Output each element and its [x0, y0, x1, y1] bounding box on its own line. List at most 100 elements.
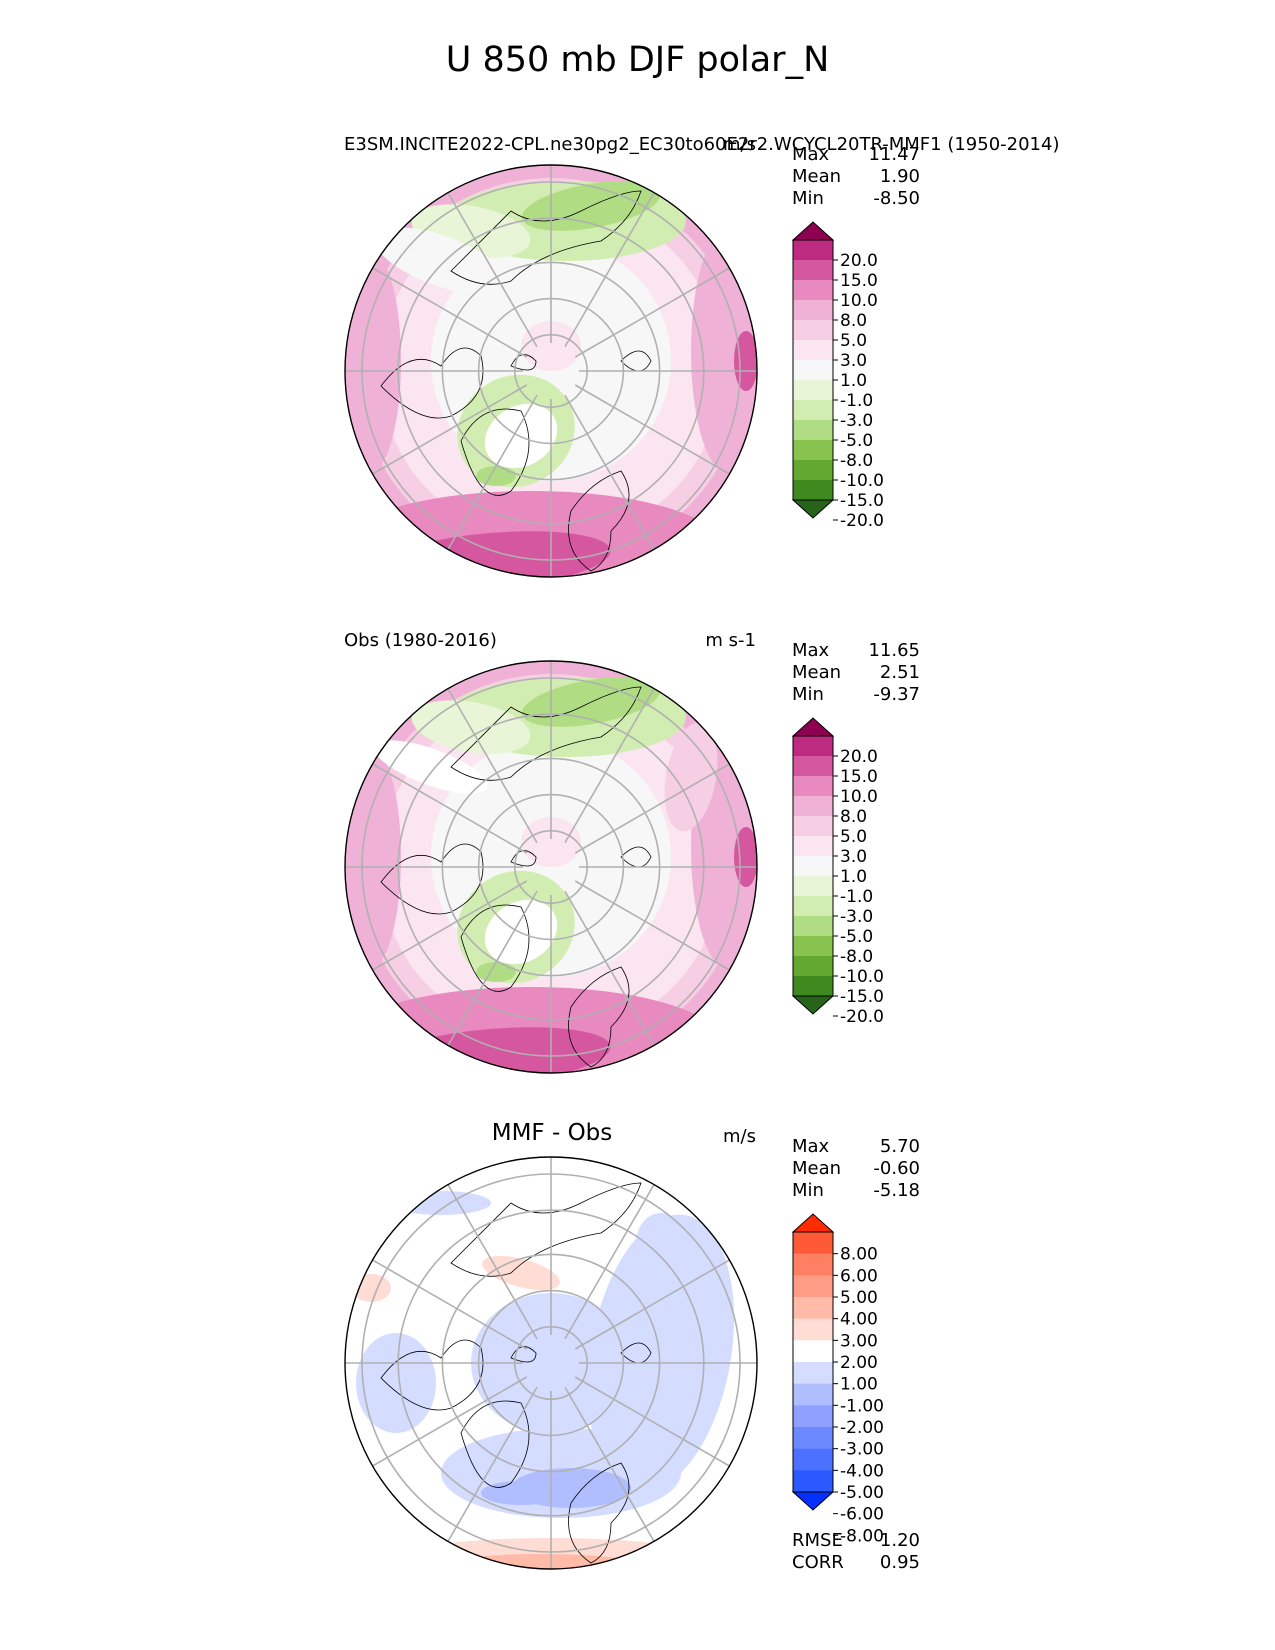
panel3-rmse-value: 1.20: [879, 1530, 920, 1551]
panel3-colorbar-label: -1.00: [840, 1396, 884, 1416]
panel3-coastline: [450, 1182, 642, 1277]
figure-title: U 850 mb DJF polar_N: [445, 40, 830, 80]
panel2-field-region: [345, 747, 401, 967]
panel1-meridian-gridline: [447, 192, 538, 348]
panel1-stat-max-label: Max: [792, 144, 830, 165]
panel2-coastline: [460, 904, 530, 992]
panel3-colorbar-seg: [793, 1427, 833, 1449]
panel1-colorbar-label: 20.0: [840, 251, 878, 271]
panel3-field-region: [356, 1333, 436, 1433]
panel2-colorbar-label: 10.0: [840, 787, 878, 807]
panel1-colorbar-label: -15.0: [840, 491, 884, 511]
panel3-colorbar-extend-min: [791, 1491, 835, 1511]
panel1-meridian-gridline: [564, 394, 655, 550]
panel1-colorbar-label: -1.0: [840, 391, 873, 411]
panel2-map: [344, 660, 758, 1074]
panel1-meridian-gridline: [447, 394, 538, 550]
panel1-coastline: [460, 408, 530, 496]
panel1-colorbar-seg: [793, 460, 833, 481]
panel3-colorbar-label: 3.00: [840, 1331, 878, 1351]
panel3-stat-mean-label: Mean: [792, 1158, 842, 1179]
panel2-meridian-gridline: [372, 763, 528, 854]
panel1-colorbar-seg: [793, 420, 833, 441]
panel1-colorbar-label: 5.0: [840, 331, 867, 351]
panel2-colorbar-label: 3.0: [840, 847, 867, 867]
panel1-meridian-gridline: [372, 384, 528, 475]
panel2-colorbar-frame: [792, 735, 834, 997]
panel1-coastline: [568, 470, 630, 572]
panel2-meridian-gridline: [574, 880, 730, 971]
panel3-colorbar-seg: [793, 1405, 833, 1428]
panel2-colorbar-seg: [793, 736, 833, 757]
panel3-colorbar-label: -3.00: [840, 1440, 884, 1460]
panel1-colorbar-frame: [792, 239, 834, 501]
panel1-field-region: [521, 321, 581, 371]
panel3-field-region: [636, 1213, 686, 1273]
panel3-meridian-gridline: [564, 1184, 655, 1340]
panel3-colorbar-label: -4.00: [840, 1461, 884, 1481]
panel2-colorbar-seg: [793, 876, 833, 897]
panel2-coastline: [380, 843, 484, 915]
panel2-colorbar-seg: [793, 756, 833, 777]
panel2-coastline: [620, 846, 652, 868]
panel2-units: m s-1: [705, 630, 756, 651]
panel3-meridian-gridline: [447, 1184, 538, 1340]
panel3-colorbar-label: -5.00: [840, 1483, 884, 1503]
panel3-meridian-gridline: [574, 1259, 730, 1350]
panel3-meridian-gridline: [372, 1259, 528, 1350]
panel3-colorbar-seg: [793, 1297, 833, 1319]
panel2-stat-min-value: -9.37: [873, 684, 920, 705]
panel1-colorbar: 20.015.010.08.05.03.01.0-1.0-3.0-5.0-8.0…: [791, 221, 884, 531]
panel2-meridian-gridline: [447, 688, 538, 844]
panel2-stat-mean-value: 2.51: [879, 662, 920, 683]
panel1-colorbar-extend-max: [791, 221, 835, 241]
panel3-map: [344, 1156, 758, 1570]
panel3-stats: Max 5.70 Mean -0.60 Min -5.18: [792, 1136, 920, 1202]
panel3-stat-max-value: 5.70: [879, 1136, 920, 1157]
panel2-field-region: [484, 899, 558, 965]
panel2-colorbar-label: -3.0: [840, 907, 873, 927]
panel3-meridian-gridline: [372, 1376, 528, 1467]
panel2-colorbar-label: -8.0: [840, 947, 873, 967]
panel1-stat-min-value: -8.50: [873, 188, 920, 209]
panel1-colorbar-seg: [793, 480, 833, 501]
panel3-colorbar-label: 1.00: [840, 1375, 878, 1395]
panel1-stat-mean-value: 1.90: [879, 166, 920, 187]
panel1-colorbar-seg: [793, 440, 833, 461]
panel1-coastline: [620, 350, 652, 372]
panel1-field-region: [374, 227, 508, 295]
panel3-field-region: [391, 1191, 491, 1215]
panel2-colorbar-label: 5.0: [840, 827, 867, 847]
panel1-colorbar-seg: [793, 240, 833, 261]
panel1-colorbar-seg: [793, 340, 833, 361]
panel3-colorbar-label: -2.00: [840, 1418, 884, 1438]
panel2-field-region: [374, 740, 488, 794]
panel1-meridian-gridline: [574, 384, 730, 475]
panel1-map-boundary: [344, 164, 758, 578]
panel2-colorbar-seg: [793, 856, 833, 877]
panel2-colorbar-label: -20.0: [840, 1007, 884, 1027]
panel1-colorbar-label: 8.0: [840, 311, 867, 331]
panel2-stats: Max 11.65 Mean 2.51 Min -9.37: [792, 640, 920, 706]
panel3-colorbar-seg: [793, 1448, 833, 1471]
panel3-colorbar-extend-max: [791, 1213, 835, 1233]
panel1-title-left: E3SM.INCITE2022-CPL.ne30pg2_EC30to60E2r2…: [344, 134, 1060, 155]
panel2-colorbar-label: -5.0: [840, 927, 873, 947]
panel2-colorbar-seg: [793, 956, 833, 977]
panel1-field-region: [345, 251, 401, 471]
panel3-colorbar-seg: [793, 1362, 833, 1384]
panel1-colorbar-label: -20.0: [840, 511, 884, 531]
panel2-stat-max-label: Max: [792, 640, 830, 661]
panel3-field-region: [482, 1255, 560, 1291]
panel3-colorbar-seg: [793, 1340, 833, 1363]
panel3-coastline: [620, 1342, 652, 1364]
panel2-field-region: [521, 817, 581, 867]
panel3-colorbar-label: 5.00: [840, 1288, 878, 1308]
panel1-colorbar-label: 3.0: [840, 351, 867, 371]
panel2-colorbar-extend-max: [791, 717, 835, 737]
panel1-coastline: [450, 190, 642, 285]
panel2-colorbar-seg: [793, 916, 833, 937]
panel2-colorbar-label: 1.0: [840, 867, 867, 887]
panel1-stat-min-label: Min: [792, 188, 824, 209]
